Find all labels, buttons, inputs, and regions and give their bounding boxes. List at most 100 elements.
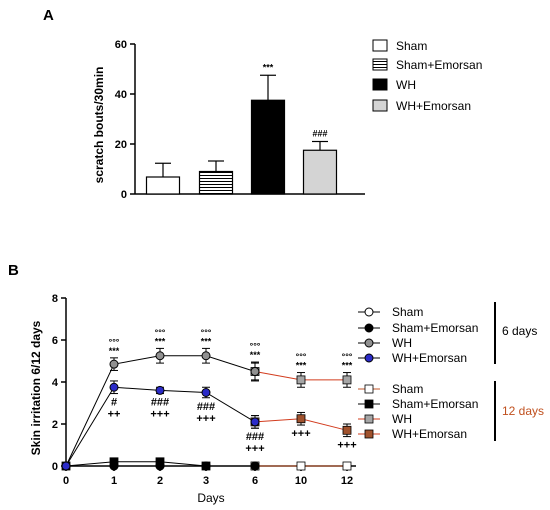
legend-label: WH bbox=[396, 78, 416, 92]
data-point bbox=[296, 414, 306, 424]
data-point bbox=[342, 461, 352, 471]
data-point bbox=[250, 367, 260, 376]
data-point bbox=[250, 417, 260, 427]
data-point bbox=[155, 385, 165, 395]
series-line bbox=[65, 461, 207, 467]
panel-b-legend: ShamSham+EmorsanWHWH+EmorsanShamSham+Emo… bbox=[358, 302, 544, 441]
panel-a-y-axis-label: scratch bouts/30min bbox=[92, 67, 106, 184]
panel-b-label: B bbox=[8, 262, 19, 279]
annotation-below: +++ bbox=[337, 440, 356, 452]
panel-b-x-tick-label: 3 bbox=[203, 475, 209, 487]
panel-b-lines bbox=[61, 347, 352, 471]
panel-b-x-tick-label: 6 bbox=[252, 475, 258, 487]
panel-b-x-tick-label: 1 bbox=[111, 475, 117, 487]
data-point bbox=[109, 461, 119, 471]
annotation-above: *** bbox=[342, 361, 353, 371]
annotation-below: ### bbox=[151, 397, 169, 409]
annotation-above: *** bbox=[155, 336, 166, 346]
group-label-6-days: 6 days bbox=[502, 324, 537, 338]
panel-a-y-tick-label: 60 bbox=[115, 39, 127, 51]
legend-marker bbox=[364, 399, 374, 409]
panel-a-y-tick-label: 40 bbox=[115, 89, 127, 101]
panel-a: A 0 20 40 60 scratch bouts/30min *** ### Sham… bbox=[43, 7, 482, 201]
annotation-below: +++ bbox=[196, 413, 215, 425]
panel-a-bars: *** ### bbox=[145, 62, 338, 195]
legend-marker bbox=[364, 353, 374, 363]
data-point bbox=[61, 461, 71, 471]
panel-b-x-axis-label: Days bbox=[197, 491, 224, 505]
legend-label: Sham bbox=[392, 305, 423, 319]
bar-annotation: ### bbox=[312, 129, 327, 139]
legend-marker bbox=[364, 338, 374, 348]
bar-4 bbox=[302, 149, 338, 195]
annotation-below: ### bbox=[197, 401, 215, 413]
data-point bbox=[296, 461, 306, 471]
annotation-above: °°° bbox=[250, 341, 261, 351]
data-point bbox=[201, 351, 211, 361]
annotation-below: +++ bbox=[150, 409, 169, 421]
annotation-above: *** bbox=[109, 346, 120, 356]
legend-label: Sham bbox=[392, 382, 423, 396]
legend-swatch bbox=[372, 99, 388, 112]
annotation-below: ++ bbox=[108, 409, 121, 421]
annotation-above: *** bbox=[201, 336, 212, 346]
annotation-below: +++ bbox=[245, 443, 264, 455]
legend-marker bbox=[364, 307, 374, 317]
bar-1 bbox=[145, 176, 181, 195]
data-point bbox=[155, 351, 165, 361]
data-point bbox=[342, 425, 352, 435]
annotation-below: +++ bbox=[291, 428, 310, 440]
legend-label: WH+Emorsan bbox=[396, 99, 471, 113]
legend-marker bbox=[364, 429, 374, 439]
annotation-below: ### bbox=[246, 431, 264, 443]
panel-b-x-tick-label: 0 bbox=[63, 475, 69, 487]
annotation-below: # bbox=[111, 397, 117, 409]
data-point bbox=[201, 461, 211, 471]
panel-b-y-tick-label: 0 bbox=[52, 461, 58, 473]
annotation-above: °°° bbox=[109, 337, 120, 347]
panel-b-y-tick-label: 2 bbox=[52, 419, 58, 431]
legend-swatch bbox=[372, 39, 388, 52]
legend-label: Sham+Emorsan bbox=[392, 321, 478, 335]
annotation-above: °°° bbox=[342, 352, 353, 362]
panel-b-y-axis-label: Skin irritation 6/12 days bbox=[29, 320, 43, 455]
bar-annotation: *** bbox=[263, 62, 274, 72]
panel-b-annotations: ***°°°#++***°°°###+++***°°°###+++***°°°#… bbox=[108, 327, 357, 455]
legend-label: WH bbox=[392, 336, 412, 350]
legend-marker bbox=[364, 323, 374, 333]
bar-3 bbox=[250, 99, 286, 195]
annotation-above: °°° bbox=[201, 327, 212, 337]
annotation-above: *** bbox=[296, 361, 307, 371]
panel-b-y-tick-label: 6 bbox=[52, 335, 58, 347]
panel-b-y-tick-label: 8 bbox=[52, 293, 58, 305]
legend-label: Sham+Emorsan bbox=[396, 58, 482, 72]
legend-swatch bbox=[372, 78, 388, 91]
panel-b-x-tick-label: 10 bbox=[295, 475, 307, 487]
panel-a-y-tick-label: 20 bbox=[115, 139, 127, 151]
legend-label: Sham bbox=[396, 39, 427, 53]
group-label-12-days: 12 days bbox=[502, 404, 544, 418]
data-point bbox=[201, 388, 211, 397]
legend-swatch bbox=[372, 58, 388, 71]
annotation-above: °°° bbox=[296, 352, 307, 362]
legend-label: Sham+Emorsan bbox=[392, 397, 478, 411]
legend-marker bbox=[364, 414, 374, 424]
annotation-above: *** bbox=[250, 350, 261, 360]
data-point bbox=[155, 461, 165, 471]
panel-b-y-tick-label: 4 bbox=[52, 377, 59, 389]
annotation-above: °°° bbox=[155, 327, 166, 337]
data-point bbox=[342, 375, 352, 385]
panel-a-label: A bbox=[43, 7, 54, 24]
panel-a-y-tick-label: 0 bbox=[121, 189, 127, 201]
legend-label: WH+Emorsan bbox=[392, 427, 467, 441]
panel-a-legend: Sham Sham+Emorsan WH WH+Emorsan bbox=[372, 39, 482, 113]
data-point bbox=[250, 461, 260, 471]
data-point bbox=[109, 382, 119, 392]
data-point bbox=[109, 359, 119, 369]
bar-2 bbox=[198, 170, 234, 195]
panel-b-x-tick-label: 2 bbox=[157, 475, 163, 487]
data-point bbox=[296, 375, 306, 385]
